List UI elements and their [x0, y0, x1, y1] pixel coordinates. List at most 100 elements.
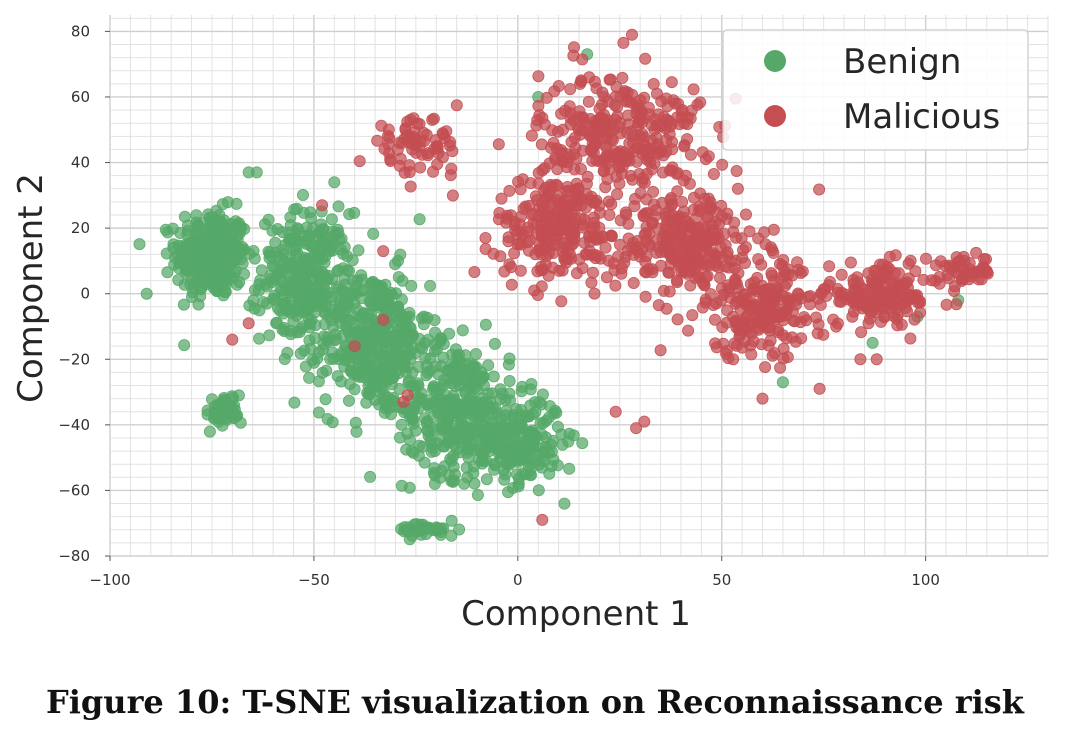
point-benign	[406, 529, 419, 542]
point-malicious	[704, 196, 717, 209]
point-malicious	[854, 353, 867, 366]
point-malicious	[564, 83, 577, 96]
point-benign	[422, 333, 435, 346]
point-malicious	[677, 205, 690, 218]
point-malicious	[703, 259, 716, 272]
legend-marker-malicious	[764, 105, 786, 127]
point-malicious	[781, 351, 794, 364]
point-benign	[161, 266, 174, 279]
point-benign	[272, 255, 285, 268]
point-malicious	[652, 299, 665, 312]
point-malicious	[431, 140, 444, 153]
point-benign	[453, 407, 466, 420]
legend-label-benign: Benign	[843, 42, 961, 82]
point-malicious	[678, 139, 691, 152]
point-malicious	[585, 221, 598, 234]
point-malicious	[774, 361, 787, 374]
point-benign	[401, 427, 414, 440]
point-benign	[190, 209, 203, 222]
point-malicious	[745, 348, 758, 361]
point-benign	[214, 270, 227, 283]
point-benign	[471, 488, 484, 501]
point-malicious	[596, 86, 609, 99]
point-malicious	[862, 317, 875, 330]
point-malicious	[947, 261, 960, 274]
point-malicious	[587, 130, 600, 143]
point-malicious	[639, 255, 652, 268]
point-malicious	[383, 131, 396, 144]
point-malicious	[605, 198, 618, 211]
point-malicious	[648, 210, 661, 223]
point-malicious	[870, 353, 883, 366]
point-benign	[555, 428, 568, 441]
point-benign	[376, 328, 389, 341]
point-benign	[523, 468, 536, 481]
point-benign	[313, 245, 326, 258]
point-benign	[494, 453, 507, 466]
point-benign	[469, 397, 482, 410]
point-benign	[367, 227, 380, 240]
point-benign	[233, 276, 246, 289]
point-benign	[328, 176, 341, 189]
x-tick-label: −50	[298, 571, 330, 589]
point-malicious	[707, 233, 720, 246]
point-benign	[335, 285, 348, 298]
point-benign	[325, 314, 338, 327]
point-benign	[232, 389, 245, 402]
point-benign	[412, 360, 425, 373]
point-malicious	[628, 200, 641, 213]
point-malicious	[652, 241, 665, 254]
point-malicious	[426, 165, 439, 178]
point-malicious	[348, 340, 361, 353]
point-benign	[533, 396, 546, 409]
point-malicious	[444, 169, 457, 182]
point-malicious	[443, 139, 456, 152]
point-benign	[403, 481, 416, 494]
point-benign	[477, 379, 490, 392]
point-malicious	[794, 266, 807, 279]
point-malicious	[730, 164, 743, 177]
point-malicious	[427, 112, 440, 125]
point-malicious	[755, 258, 768, 271]
point-benign	[404, 321, 417, 334]
point-benign	[503, 387, 516, 400]
point-malicious	[535, 280, 548, 293]
point-malicious	[831, 317, 844, 330]
point-malicious	[558, 237, 571, 250]
point-benign	[207, 281, 220, 294]
point-malicious	[539, 181, 552, 194]
point-benign	[425, 437, 438, 450]
point-malicious	[948, 284, 961, 297]
point-malicious	[558, 218, 571, 231]
point-malicious	[627, 276, 640, 289]
point-benign	[444, 452, 457, 465]
y-tick-label: −80	[58, 547, 90, 565]
point-benign	[230, 197, 243, 210]
point-malicious	[639, 290, 652, 303]
y-axis-label: Component 2	[11, 173, 51, 403]
point-malicious	[813, 183, 826, 196]
point-malicious	[663, 285, 676, 298]
point-benign	[403, 306, 416, 319]
point-malicious	[609, 279, 622, 292]
point-malicious	[634, 107, 647, 120]
point-malicious	[417, 126, 430, 139]
point-benign	[550, 406, 563, 419]
point-benign	[177, 298, 190, 311]
point-malicious	[908, 313, 921, 326]
point-benign	[776, 376, 789, 389]
point-benign	[269, 236, 282, 249]
point-malicious	[555, 295, 568, 308]
point-benign	[191, 264, 204, 277]
point-malicious	[599, 153, 612, 166]
point-malicious	[545, 141, 558, 154]
y-tick-label: −20	[58, 350, 90, 368]
point-malicious	[847, 305, 860, 318]
point-malicious	[593, 206, 606, 219]
point-malicious	[616, 160, 629, 173]
point-benign	[527, 408, 540, 421]
point-benign	[348, 383, 361, 396]
point-malicious	[575, 75, 588, 88]
point-malicious	[570, 267, 583, 280]
point-benign	[305, 314, 318, 327]
